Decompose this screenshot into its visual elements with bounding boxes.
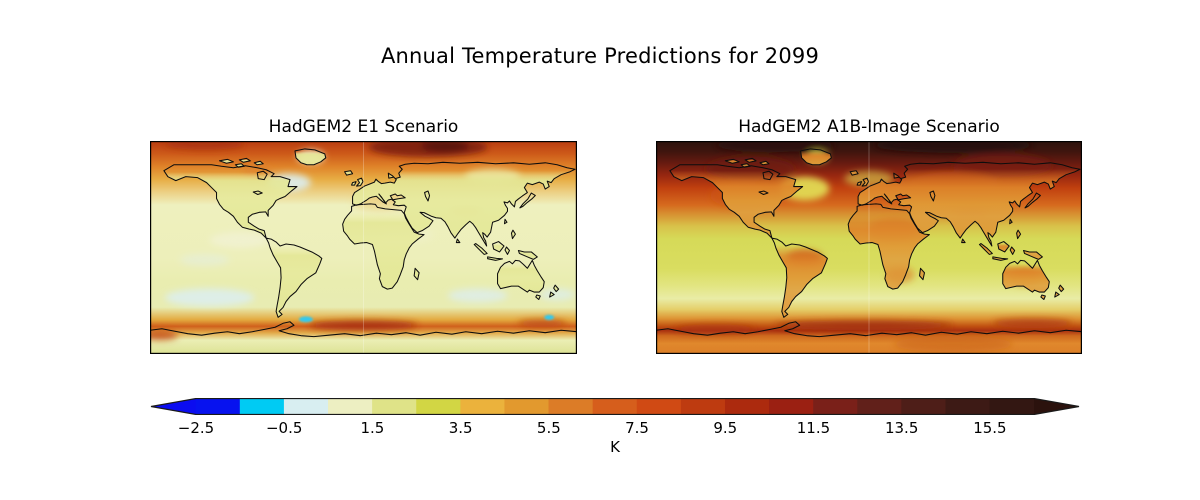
figure-title: Annual Temperature Predictions for 2099 [380,44,820,68]
colorbar [150,398,1080,415]
world-map-e1 [150,141,577,354]
colorbar-segment [945,398,991,415]
colorbar-tick-labels: −2.5 −0.5 1.5 3.5 5.5 7.5 9.5 11.5 13.5 15.5 [150,419,1080,437]
colorbar-tick-label: 9.5 [713,419,738,437]
colorbar-segment [504,398,550,415]
colorbar-tick-label: −2.5 [177,419,215,437]
colorbar-tick-label: 11.5 [796,419,831,437]
colorbar-tick-label: 1.5 [360,419,385,437]
colorbar-tick-label: 7.5 [625,419,649,437]
colorbar-tick-label: −0.5 [265,419,303,437]
colorbar-segment [592,398,638,415]
colorbar-segment [195,398,241,415]
subplot-title-a1b: HadGEM2 A1B-Image Scenario [738,117,1000,137]
colorbar-tick-label: 5.5 [536,419,561,437]
colorbar-segment [769,398,814,415]
colorbar-over-arrow [1034,398,1079,415]
colorbar-segment [548,398,594,415]
world-map-a1b [656,141,1082,354]
map-frame-a1b [656,141,1082,354]
colorbar-segment [372,398,417,415]
colorbar-segment [328,398,373,415]
colorbar-segment [636,398,682,415]
subplot-title-e1: HadGEM2 E1 Scenario [268,117,459,137]
colorbar-segment [857,398,902,415]
colorbar-tick-label: 13.5 [884,419,919,437]
colorbar-segment [680,398,726,415]
colorbar-segment [460,398,506,415]
map-frame-e1 [150,141,577,354]
map-panel-e1 [150,141,577,354]
map-panel-a1b [656,141,1082,354]
colorbar-tick-label: 3.5 [448,419,473,437]
colorbar-segment [724,398,770,415]
colorbar-unit-label: K [610,438,620,456]
cold-spots-e1 [298,314,555,323]
colorbar-segment [989,398,1035,415]
colorbar-segment [901,398,947,415]
colorbar-outline [150,398,1080,415]
colorbar-svg [150,398,1080,415]
colorbar-tick-label: 15.5 [973,419,1007,437]
colorbar-segment [283,398,329,415]
colorbar-under-arrow [151,398,196,415]
colorbar-segment [813,398,858,415]
colorbar-segment [239,398,285,415]
colorbar-segment [416,398,461,415]
